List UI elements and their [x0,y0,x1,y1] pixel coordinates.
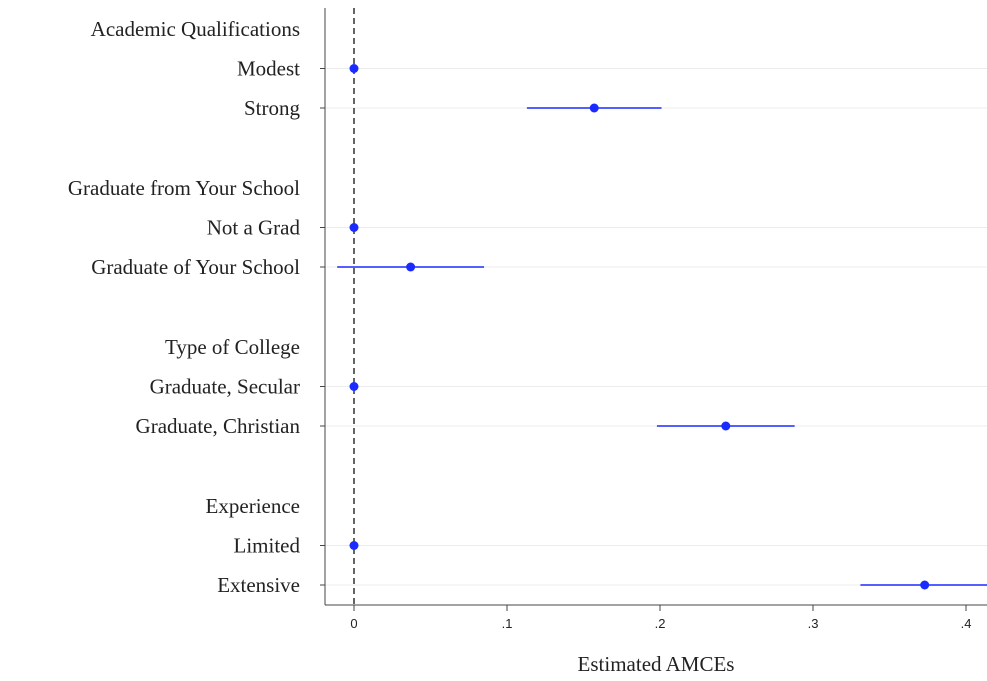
x-tick-label: .3 [808,616,819,631]
y-ticks [320,68,325,586]
estimate-point [349,223,359,232]
level-label: Not a Grad [207,216,301,240]
group-heading: Academic Qualifications [91,17,300,41]
estimates [337,64,987,590]
level-label: Graduate, Christian [136,414,301,438]
level-label: Graduate, Secular [150,375,300,399]
x-ticks: 0 .1 .2 .3 .4 [350,605,971,631]
estimate-point [920,580,930,590]
level-label: Strong [244,96,301,120]
x-axis-label: Estimated AMCEs [578,652,735,676]
estimate-point [349,64,359,73]
group-heading: Type of College [165,335,300,359]
x-tick-label: .4 [961,616,972,631]
level-label: Extensive [217,573,300,597]
estimate-point [589,103,599,113]
estimate-point [721,421,731,431]
level-label: Modest [237,57,300,81]
level-label: Limited [234,534,301,558]
level-label: Graduate of Your School [91,255,300,279]
x-tick-label: .2 [655,616,666,631]
x-tick-label: 0 [350,616,357,631]
estimate-point [349,382,359,391]
group-heading: Graduate from Your School [68,176,300,200]
grid-lines [325,68,987,586]
x-tick-label: .1 [502,616,513,631]
group-heading: Experience [206,494,300,518]
estimate-point [349,541,359,550]
row-labels: Academic Qualifications Modest Strong Gradu… [68,17,301,597]
estimate-point [406,262,416,272]
